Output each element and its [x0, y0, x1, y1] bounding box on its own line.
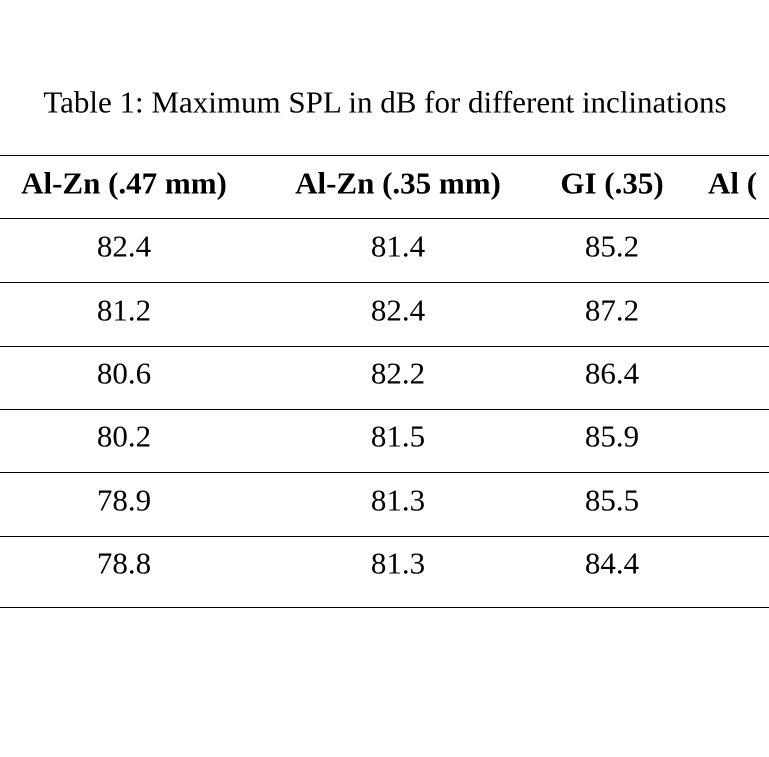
table-rule: [0, 346, 769, 347]
table-rule: [0, 607, 769, 608]
table-cell: 81.2: [96, 292, 152, 328]
table-cell: 80.6: [96, 355, 152, 391]
table-rule: [0, 282, 769, 283]
table-rule: [0, 218, 769, 219]
table-cell: 82.4: [96, 228, 152, 264]
table-cell: 81.3: [370, 545, 426, 581]
table-cell: 80.2: [96, 418, 152, 454]
table-cell: 81.5: [370, 418, 426, 454]
table-rule: [0, 155, 769, 156]
table-caption: Table 1: Maximum SPL in dB for different…: [43, 84, 727, 120]
header-cell: Al (: [708, 165, 758, 201]
table-cell: 78.8: [96, 545, 152, 581]
table-rule: [0, 536, 769, 537]
table-cell: 82.2: [370, 355, 426, 391]
table-cell: 78.9: [96, 482, 152, 518]
table-rule: [0, 472, 769, 473]
table-rule: [0, 409, 769, 410]
table-cell: 82.4: [370, 292, 426, 328]
table-cell: 84.4: [584, 545, 640, 581]
table-cell: 87.2: [584, 292, 640, 328]
table-cell: 86.4: [584, 355, 640, 391]
header-cell: Al-Zn (.47 mm): [21, 165, 227, 201]
table-cell: 85.5: [584, 482, 640, 518]
table-cell: 81.3: [370, 482, 426, 518]
table-cell: 85.9: [584, 418, 640, 454]
table-cell: 85.2: [584, 228, 640, 264]
header-cell: GI (.35): [560, 165, 664, 201]
table-cell: 81.4: [370, 228, 426, 264]
header-cell: Al-Zn (.35 mm): [295, 165, 501, 201]
